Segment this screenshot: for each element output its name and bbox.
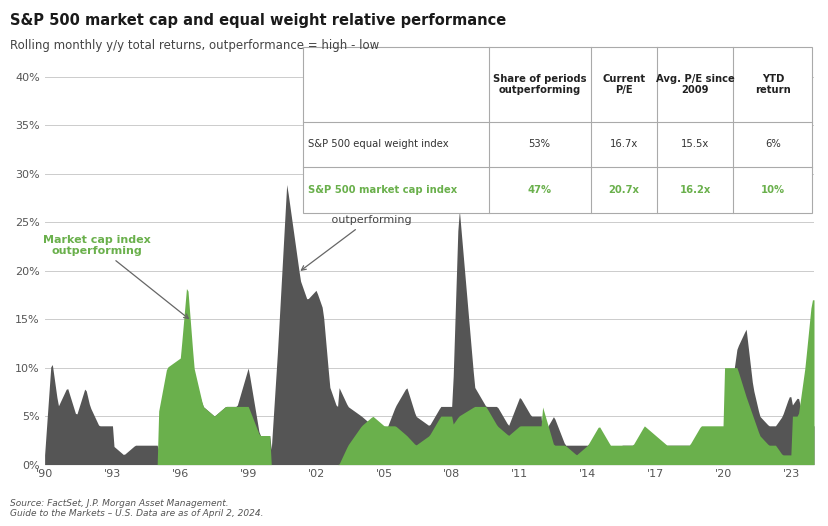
Text: Source: FactSet, J.P. Morgan Asset Management.
Guide to the Markets – U.S. Data : Source: FactSet, J.P. Morgan Asset Manag…	[10, 499, 263, 518]
Text: Equal  weight index
   outperforming: Equal weight index outperforming	[301, 204, 431, 270]
Text: Avg. P/E since
2009: Avg. P/E since 2009	[655, 74, 734, 95]
Text: S&P 500 market cap index: S&P 500 market cap index	[307, 185, 456, 195]
Text: Current
P/E: Current P/E	[601, 74, 644, 95]
Text: Share of periods
outperforming: Share of periods outperforming	[493, 74, 585, 95]
Text: YTD
return: YTD return	[754, 74, 790, 95]
Text: Market cap index
outperforming: Market cap index outperforming	[43, 235, 188, 319]
Text: S&P 500 equal weight index: S&P 500 equal weight index	[307, 139, 448, 149]
Text: 16.7x: 16.7x	[609, 139, 637, 149]
Text: 6%: 6%	[764, 139, 780, 149]
Text: 20.7x: 20.7x	[608, 185, 638, 195]
Text: 10%: 10%	[760, 185, 784, 195]
Text: 53%: 53%	[528, 139, 550, 149]
Text: 16.2x: 16.2x	[679, 185, 710, 195]
Text: Rolling monthly y/y total returns, outperformance = high - low: Rolling monthly y/y total returns, outpe…	[10, 39, 378, 53]
Text: 47%: 47%	[527, 185, 551, 195]
Text: S&P 500 market cap and equal weight relative performance: S&P 500 market cap and equal weight rela…	[10, 13, 506, 28]
Text: 15.5x: 15.5x	[681, 139, 709, 149]
